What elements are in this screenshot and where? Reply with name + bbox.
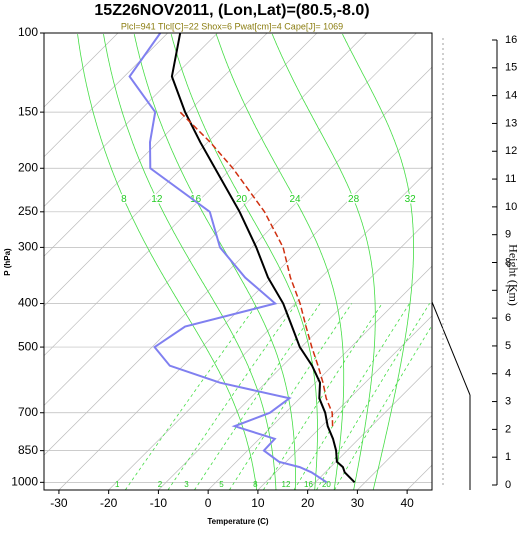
y-tick-label: 700: [18, 405, 38, 419]
mixing-ratio-label: 2: [158, 480, 163, 489]
isotherm-grid-line: [158, 215, 432, 490]
y2-axis-label: Height (Km): [506, 244, 520, 306]
isotherm-grid-line: [44, 33, 417, 406]
moist-adiabat-label: 20: [236, 194, 248, 205]
y-tick-label: 200: [18, 160, 38, 174]
moist-adiabat: [103, 34, 277, 490]
moist-adiabat: [215, 33, 345, 490]
isotherm-grid-line: [44, 33, 218, 207]
chart-title: 15Z26NOV2011, (Lon,Lat)=(80.5,-8.0): [94, 2, 369, 19]
moist-adiabat-label: 24: [290, 194, 302, 205]
y2-tick-label: 1: [505, 451, 511, 463]
plot-frame: [43, 32, 433, 491]
x-tick-label: 30: [351, 496, 365, 510]
mixing-ratio-label: 12: [282, 480, 291, 489]
y2-tick-label: 14: [505, 90, 517, 102]
x-tick-label: 20: [301, 496, 315, 510]
y2-tick-label: 13: [505, 117, 517, 129]
y2-tick-label: 6: [505, 312, 511, 324]
y2-tick-label: 9: [505, 229, 511, 241]
y2-tick-label: 7: [505, 284, 511, 296]
moist-adiabat-label: 32: [405, 194, 417, 205]
moist-adiabat-label: 16: [190, 194, 202, 205]
isotherm-grid-line: [44, 33, 367, 357]
y2-tick-label: 15: [505, 62, 517, 74]
y-tick-label: 1000: [11, 475, 38, 489]
mixing-ratio-label: 1: [115, 480, 120, 489]
mixing-ratio-line: [194, 303, 321, 490]
x-axis-label: Temperature (C): [207, 517, 269, 526]
mixing-ratio-label: 3: [184, 480, 189, 489]
y-tick-label: 400: [18, 296, 38, 310]
plot-area: 8 12 16 20 24 28 321 2 3 5 8 12 16 20: [44, 33, 432, 490]
isotherm-grid-line: [44, 33, 268, 257]
y2-tick-label: 10: [505, 201, 517, 213]
y-tick-label: 300: [18, 240, 38, 254]
y-tick-label: 500: [18, 339, 38, 353]
mixing-ratio-line: [334, 324, 432, 490]
isotherm-grid-line: [406, 464, 432, 490]
moist-adiabat-label: 12: [151, 194, 163, 205]
mixing-ratio-line: [167, 303, 297, 490]
moist-adiabat: [271, 33, 376, 490]
isotherm-grid-line: [44, 33, 318, 307]
y-axis-label: P (hPa): [3, 248, 12, 276]
y2-tick-label: 5: [505, 340, 511, 352]
y2-tick-label: 8: [505, 256, 511, 268]
isotherm-grid-line: [44, 33, 119, 108]
x-tick-label: -30: [50, 496, 68, 510]
mixing-ratio-line: [293, 303, 410, 490]
moist-adiabat: [133, 33, 296, 490]
isotherm-grid-line: [44, 66, 432, 456]
moist-adiabat-label: 28: [348, 194, 360, 205]
barb-boundary: [431, 301, 471, 396]
y2-tick-label: 12: [505, 145, 517, 157]
x-tick-label: 40: [400, 496, 414, 510]
isotherm-grid-line: [207, 265, 432, 490]
isotherm-grid-line: [307, 365, 432, 490]
y-tick-label: 150: [18, 104, 38, 118]
isotherm-grid-line: [108, 166, 432, 490]
mixing-ratio-label: 16: [304, 480, 313, 489]
y2-tick-label: 3: [505, 395, 511, 407]
y2-tick-label: 2: [505, 423, 511, 435]
mixing-ratio-label: 5: [219, 480, 224, 489]
y2-tick-label: 0: [505, 479, 511, 491]
moist-adiabat: [342, 33, 414, 490]
isotherm-grid-line: [44, 33, 168, 158]
x-tick-label: 10: [251, 496, 265, 510]
isotherm-grid-line: [257, 315, 432, 490]
y-tick-label: 250: [18, 204, 38, 218]
y2-tick-label: 11: [505, 173, 516, 185]
chart-subtitle: Plcl=941 Tlcl[C]=22 Shox=6 Pwat[cm]=4 Ca…: [121, 21, 343, 31]
mixing-ratio-line: [124, 303, 258, 490]
mixing-ratio-line: [263, 303, 383, 490]
x-tick-label: -20: [100, 496, 118, 510]
y-tick-label: 850: [18, 443, 38, 457]
profile-line: [179, 111, 334, 427]
moist-adiabat: [77, 34, 258, 490]
y2-tick-label: 4: [505, 368, 511, 380]
y-tick-label: 100: [18, 25, 38, 39]
x-tick-label: 0: [205, 496, 212, 510]
isotherm-grid-line: [58, 116, 432, 490]
profile-line: [170, 33, 356, 484]
profile-line: [128, 33, 328, 484]
mixing-ratio-label: 8: [253, 480, 258, 489]
mixing-ratio-line: [229, 303, 352, 490]
moist-adiabat-label: 8: [121, 194, 127, 205]
moist-adiabat: [170, 33, 318, 490]
y2-tick-label: 16: [505, 34, 517, 46]
mixing-ratio-label: 20: [322, 480, 331, 489]
x-tick-label: -10: [150, 496, 168, 510]
isotherm-grid-line: [357, 414, 432, 490]
mixing-ratio-line: [316, 303, 430, 490]
